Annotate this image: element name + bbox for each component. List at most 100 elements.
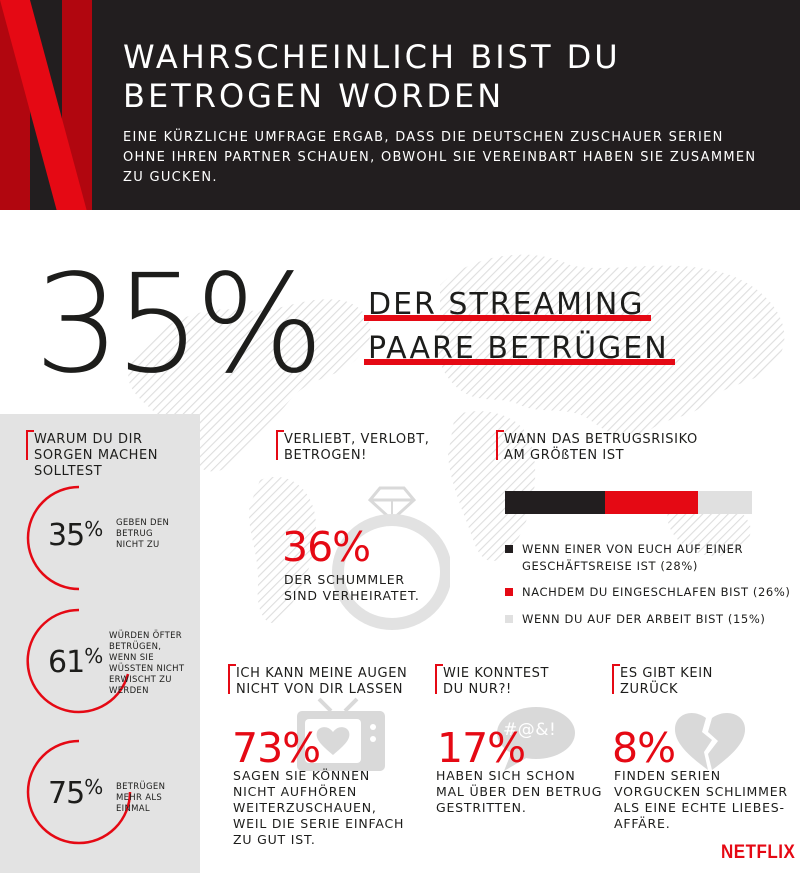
heading-line: ES GIBT KEIN <box>620 666 713 681</box>
argue-heading: WIE KONNTEST DU NUR?! <box>435 664 593 698</box>
risk-bar-segment <box>505 491 606 514</box>
speech-bubble-icon <box>497 707 575 771</box>
stat-line: BETRÜGEN <box>116 782 166 792</box>
heading-accent <box>26 430 34 432</box>
heading-line: ICH KANN MEINE AUGEN <box>236 666 408 681</box>
heading-line: BETROGEN! <box>284 448 367 463</box>
description-line: AFFÄRE. <box>614 816 671 831</box>
legend-swatch <box>505 545 513 553</box>
hero-headline-text: PAARE BETRÜGEN <box>368 331 669 366</box>
stat-percent-sign: % <box>84 517 103 541</box>
stat-value: 35% <box>48 517 103 555</box>
description-line: MAL ÜBER DEN BETRUG <box>436 784 603 799</box>
stat-line: WENN SIE <box>109 653 154 663</box>
stat-line: WÜSSTEN NICHT <box>109 664 185 674</box>
description-line: FINDEN SERIEN <box>614 768 721 783</box>
argue-percentage: 17% <box>437 724 526 772</box>
description-line: ALS EINE ECHTE LIEBES- <box>614 800 785 815</box>
description-line: NICHT AUFHÖREN <box>233 784 358 799</box>
heading-accent <box>496 430 498 460</box>
description-line: DER SCHUMMLER <box>284 572 405 587</box>
heading-line: WANN DAS BETRUGSRISIKO <box>504 432 698 447</box>
heading-accent <box>276 430 278 460</box>
legend-label: NACHDEM DU EINGESCHLAFEN BIST (26%) <box>522 584 792 601</box>
description-line: SIND VERHEIRATET. <box>284 588 420 603</box>
page-subtitle: EINE KÜRZLICHE UMFRAGE ERGAB, DASS DIE D… <box>123 128 763 188</box>
diamond-ring-icon <box>332 486 450 630</box>
stat-percent-sign: % <box>84 644 103 668</box>
stat-line: BETRUG <box>116 529 153 539</box>
stat-value: 61% <box>48 644 103 682</box>
heading-line: SORGEN MACHEN <box>34 448 159 463</box>
subtitle-line: OHNE IHREN PARTNER SCHAUEN, OBWOHL SIE V… <box>123 150 757 165</box>
eyes-heading: ICH KANN MEINE AUGEN NICHT VON DIR LASSE… <box>228 664 436 698</box>
tv-heart-icon <box>297 697 385 771</box>
bubble-text: #@&! <box>503 720 557 740</box>
heading-accent <box>496 430 504 432</box>
heading-accent <box>26 430 28 460</box>
heading-accent <box>228 664 230 694</box>
noreturn-percentage: 8% <box>612 724 676 772</box>
subtitle-line: ZU GUCKEN. <box>123 170 218 185</box>
broken-heart-icon <box>674 713 746 770</box>
hero-headline-line: DER STREAMING <box>364 287 651 323</box>
eyes-description: SAGEN SIE KÖNNEN NICHT AUFHÖREN WEITERZU… <box>233 768 433 848</box>
hero-percentage: 35% <box>34 246 324 404</box>
stat-line: ERWISCHT ZU <box>109 675 172 685</box>
worry-heading: WARUM DU DIR SORGEN MACHEN SOLLTEST <box>26 430 194 480</box>
worry-panel <box>0 414 200 873</box>
heading-line: ZURÜCK <box>620 682 679 697</box>
title-line: WAHRSCHEINLICH BIST DU <box>123 38 621 76</box>
heading-line: WIE KONNTEST <box>443 666 550 681</box>
stat-line: BETRÜGEN, <box>109 642 162 652</box>
netflix-logo: NETFLIX <box>721 840 796 863</box>
married-heading: VERLIEBT, VERLOBT, BETROGEN! <box>276 430 474 464</box>
legend-label: WENN EINER VON EUCH AUF EINER GESCHÄFTSR… <box>522 541 792 575</box>
argue-description: HABEN SICH SCHON MAL ÜBER DEN BETRUG GES… <box>436 768 606 816</box>
description-line: WEITERZUSCHAUEN, <box>233 800 377 815</box>
stat-line: GEBEN DEN <box>116 518 170 528</box>
heading-accent <box>276 430 284 432</box>
red-underline <box>364 315 651 321</box>
heading-accent <box>435 664 443 666</box>
risk-bar-segment <box>605 491 699 514</box>
title-line: BETROGEN WORDEN <box>123 77 505 115</box>
stat-number: 35 <box>48 518 85 553</box>
hero-headline-line: PAARE BETRÜGEN <box>364 331 675 367</box>
married-percentage: 36% <box>282 523 371 571</box>
heading-line: WARUM DU DIR <box>34 432 143 447</box>
legend-label: WENN DU AUF DER ARBEIT BIST (15%) <box>522 611 792 628</box>
legend-swatch <box>505 615 513 623</box>
stat-line: NICHT ZU <box>116 540 160 550</box>
stat-percent-sign: % <box>84 775 103 799</box>
description-line: GESTRITTEN. <box>436 800 527 815</box>
stat-description: GEBEN DEN BETRUG NICHT ZU <box>116 518 169 551</box>
stat-line: WERDEN <box>109 686 149 696</box>
heading-line: VERLIEBT, VERLOBT, <box>284 432 430 447</box>
description-line: VORGUCKEN SCHLIMMER <box>614 784 788 799</box>
stat-line: WÜRDEN ÖFTER <box>109 631 183 641</box>
heading-accent <box>612 664 620 666</box>
risk-stacked-bar <box>505 491 752 514</box>
description-line: HABEN SICH SCHON <box>436 768 576 783</box>
legend-line: WENN DU AUF DER ARBEIT BIST (15%) <box>522 612 766 626</box>
noreturn-description: FINDEN SERIEN VORGUCKEN SCHLIMMER ALS EI… <box>614 768 794 832</box>
heading-line: SOLLTEST <box>34 464 103 479</box>
legend-swatch <box>505 588 513 596</box>
page-title: WAHRSCHEINLICH BIST DU BETROGEN WORDEN <box>123 38 783 116</box>
netflix-n-logo-icon <box>0 0 92 210</box>
stat-value: 75% <box>48 775 103 813</box>
progress-arc <box>26 739 132 845</box>
subtitle-line: EINE KÜRZLICHE UMFRAGE ERGAB, DASS DIE D… <box>123 130 724 145</box>
stat-number: 61 <box>48 645 85 680</box>
stat-description: WÜRDEN ÖFTER BETRÜGEN, WENN SIE WÜSSTEN … <box>109 631 184 697</box>
heading-accent <box>435 664 437 694</box>
stat-number: 75 <box>48 776 85 811</box>
stat-line: EINMAL <box>116 804 150 814</box>
heading-line: NICHT VON DIR LASSEN <box>236 682 404 697</box>
description-line: WEIL DIE SERIE EINFACH <box>233 816 405 831</box>
married-description: DER SCHUMMLER SIND VERHEIRATET. <box>284 572 464 604</box>
stat-line: MEHR ALS <box>116 793 163 803</box>
heading-accent <box>612 664 614 694</box>
heading-line: AM GRÖßTEN IST <box>504 448 625 463</box>
